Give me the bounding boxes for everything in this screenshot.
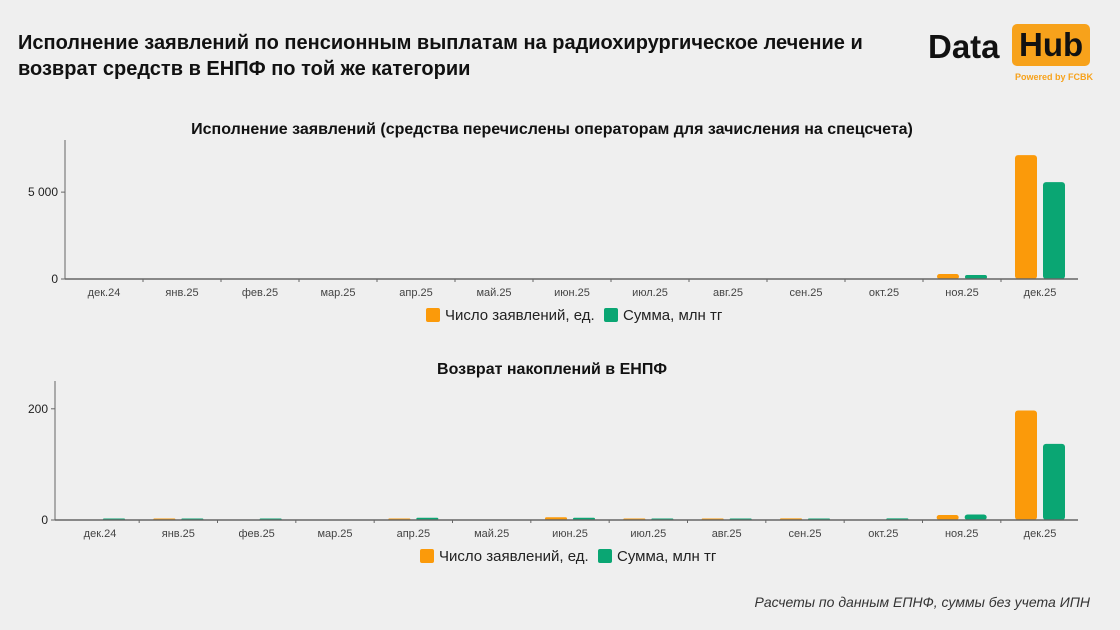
logo-tagline: Powered by FCBK [1015,72,1094,82]
datahub-logo: Data Hub Powered by FCBK [928,22,1098,86]
bar-sum [964,514,987,520]
bar-count [936,514,959,520]
x-tick-label: июл.25 [630,528,666,540]
bar-sum [965,275,987,279]
x-tick-label: янв.25 [165,287,198,299]
page-title: Исполнение заявлений по пенсионным выпла… [18,32,863,80]
x-tick-label: дек.25 [1024,528,1057,540]
x-tick-label: ноя.25 [945,528,978,540]
legend-label: Число заявлений, ед. [439,548,589,565]
legend-label: Число заявлений, ед. [445,307,595,324]
bar-sum [1043,182,1065,279]
x-tick-label: дек.25 [1024,287,1057,299]
x-tick-label: май.25 [474,528,509,540]
y-tick-label: 0 [51,272,58,286]
x-tick-label: фев.25 [239,528,275,540]
x-tick-label: окт.25 [869,287,899,299]
bar-count [1015,155,1037,279]
footnote: Расчеты по данным ЕПНФ, суммы без учета … [754,594,1090,610]
x-tick-label: июн.25 [554,287,590,299]
x-tick-label: апр.25 [397,528,430,540]
y-tick-label: 200 [28,402,48,416]
chart-title: Возврат накоплений в ЕНПФ [437,361,667,378]
legend-swatch [598,549,612,563]
x-tick-label: май.25 [476,287,511,299]
x-tick-label: апр.25 [399,287,432,299]
x-tick-label: сен.25 [789,528,822,540]
bar-sum [1043,443,1065,520]
y-tick-label: 5 000 [28,185,58,199]
x-tick-label: янв.25 [162,528,195,540]
x-tick-label: авг.25 [713,287,743,299]
x-tick-label: мар.25 [317,528,352,540]
legend-label: Сумма, млн тг [617,548,717,565]
y-tick-label: 0 [41,513,48,527]
legend-label: Сумма, млн тг [623,307,723,324]
chart-title: Исполнение заявлений (средства перечисле… [191,121,913,138]
legend-swatch [604,308,618,322]
legend-swatch [426,308,440,322]
legend-swatch [420,549,434,563]
x-tick-label: сен.25 [790,287,823,299]
x-tick-label: дек.24 [84,528,117,540]
x-tick-label: авг.25 [712,528,742,540]
logo-text-data: Data [928,28,1000,65]
x-tick-label: дек.24 [88,287,121,299]
x-tick-label: ноя.25 [945,287,978,299]
bar-count [1015,410,1037,520]
x-tick-label: окт.25 [868,528,898,540]
bar-count [937,273,959,279]
x-tick-label: июн.25 [552,528,588,540]
x-tick-label: июл.25 [632,287,668,299]
x-tick-label: фев.25 [242,287,278,299]
x-tick-label: мар.25 [320,287,355,299]
logo-text-hub: Hub [1012,24,1091,66]
